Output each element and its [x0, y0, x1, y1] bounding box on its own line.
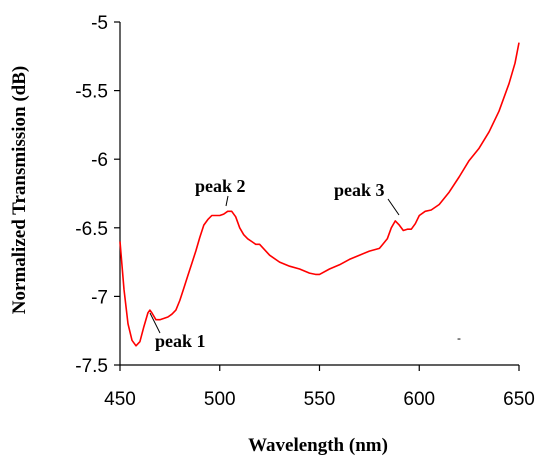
y-axis-ticks: -7.5 -7 -6.5 -6 -5.5 -5 — [75, 13, 120, 377]
y-tick-label: -7.5 — [75, 356, 108, 377]
x-tick-label: 500 — [204, 389, 236, 410]
x-tick-label: 650 — [503, 389, 535, 410]
y-axis-title: Normalized Transmission (dB) — [9, 66, 30, 314]
x-tick-label: 550 — [304, 389, 336, 410]
y-tick-label: -6.5 — [75, 219, 108, 240]
y-tick-label: -5.5 — [75, 82, 108, 103]
y-tick-label: -7 — [91, 287, 108, 308]
annotation-label: peak 2 — [195, 176, 246, 196]
y-tick-label: -6 — [91, 150, 108, 171]
stray-mark: - — [457, 331, 461, 345]
x-tick-label: 600 — [403, 389, 435, 410]
y-tick-label: -5 — [91, 13, 108, 34]
x-axis-ticks: 450 500 550 600 650 — [104, 365, 535, 410]
annotation-label: peak 3 — [334, 180, 385, 200]
annotation-label: peak 1 — [155, 331, 206, 351]
x-tick-label: 450 — [104, 389, 136, 410]
plot-area — [120, 22, 519, 365]
x-axis-title: Wavelength (nm) — [248, 435, 388, 456]
